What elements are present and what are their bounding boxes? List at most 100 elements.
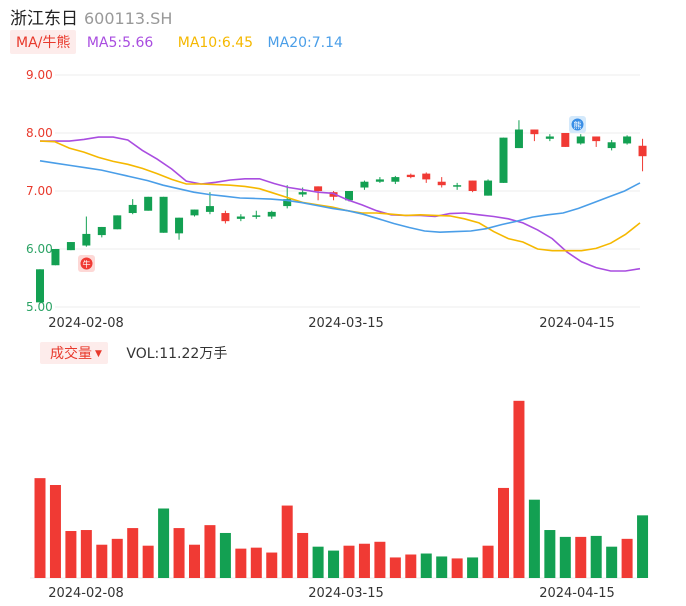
candle [175,217,184,240]
volume-toggle-button[interactable]: 成交量 ▼ [40,342,108,364]
ma20-line [39,160,641,234]
volume-legend: 成交量 ▼ VOL:11.22万手 [40,342,228,364]
svg-text:牛: 牛 [83,259,91,269]
volume-bar [575,536,587,578]
volume-bar [250,547,262,578]
candle-body [190,209,199,216]
candle-body [561,133,570,147]
candle [360,180,369,190]
candle [623,135,632,145]
ma10-label: MA10:6.45 [177,35,254,51]
volume-value-label: VOL:11.22万手 [126,346,228,362]
candle [375,177,384,183]
candle-body [514,129,523,149]
candle [205,192,214,215]
volume-bar [405,554,417,578]
candle [113,215,122,230]
volume-bar [111,538,123,578]
candle [221,210,230,224]
price-tick-label: 5.00 [26,300,53,314]
volume-bar [482,545,494,578]
price-date-label: 2024-03-15 [308,316,384,331]
volume-date-label: 2024-03-15 [308,586,384,601]
candle [391,175,400,185]
volume-bar [498,487,509,578]
candle-body [298,192,307,195]
volume-bar [559,536,571,578]
volume-bar [467,557,479,578]
volume-bar [49,485,61,578]
candle-body [205,206,214,212]
candle [144,196,153,211]
candle [545,134,554,142]
candle-body [607,142,616,149]
candle [66,242,75,251]
candle-body [144,196,153,211]
candle-body [159,196,168,233]
candle-body [453,185,462,187]
volume-bar [96,544,108,578]
volume-bar [235,548,247,578]
price-tick-label: 7.00 [26,184,53,198]
candle-body [283,199,292,207]
candle [638,138,647,172]
candle [592,136,601,147]
price-date-label: 2024-04-15 [539,316,615,331]
candle-body [82,233,91,246]
volume-bar [374,541,386,578]
volume-bar [173,528,185,578]
candle-body [576,136,585,144]
volume-bar [65,531,77,578]
candle [514,120,523,149]
bull-icon: 牛 [78,255,95,272]
stock-code: 600113.SH [84,9,173,28]
volume-bar [621,538,633,578]
volume-bar [158,508,170,578]
candle-body [175,217,184,234]
candle [437,177,446,188]
volume-bar [389,557,401,578]
candle [128,199,137,215]
volume-bar [80,530,92,578]
candle [607,139,616,151]
volume-bar [219,532,231,578]
candle-body [252,215,261,217]
volume-bar [266,552,278,578]
candle-body [468,180,477,191]
stock-name: 浙江东日 [10,9,78,29]
candle-body [51,249,60,266]
candle [314,186,323,201]
candle-body [236,216,245,219]
candle [468,180,477,193]
volume-bar [204,525,216,578]
candle [190,209,199,217]
candle-body [422,173,431,180]
candle [236,214,245,222]
price-tick-label: 6.00 [26,242,53,256]
candle-body [360,181,369,188]
candle-body [530,129,539,135]
volume-bar [420,553,432,578]
candle-body [375,179,384,182]
ma5-label: MA5:5.66 [86,35,154,51]
volume-bar [34,478,46,578]
ma-toggle-button[interactable]: MA/牛熊 [10,30,77,54]
volume-bar [189,544,200,578]
candle-body [97,226,106,236]
candle [499,137,508,183]
ma-legend: MA/牛熊 MA5:5.66 MA10:6.45 MA20:7.14 [10,30,343,54]
candle [484,179,493,196]
price-date-label: 2024-02-08 [48,316,124,331]
candle-body [66,242,75,251]
candle-body [314,186,323,191]
candle [453,182,462,190]
ma20-label: MA20:7.14 [267,35,343,51]
volume-date-label: 2024-04-15 [539,586,615,601]
volume-bar [451,558,463,578]
stock-header: 浙江东日 600113.SH [10,4,173,29]
candle [576,134,585,145]
volume-toggle-label: 成交量 [50,346,92,362]
candle-body [221,213,230,222]
price-tick-label: 9.00 [26,68,53,82]
